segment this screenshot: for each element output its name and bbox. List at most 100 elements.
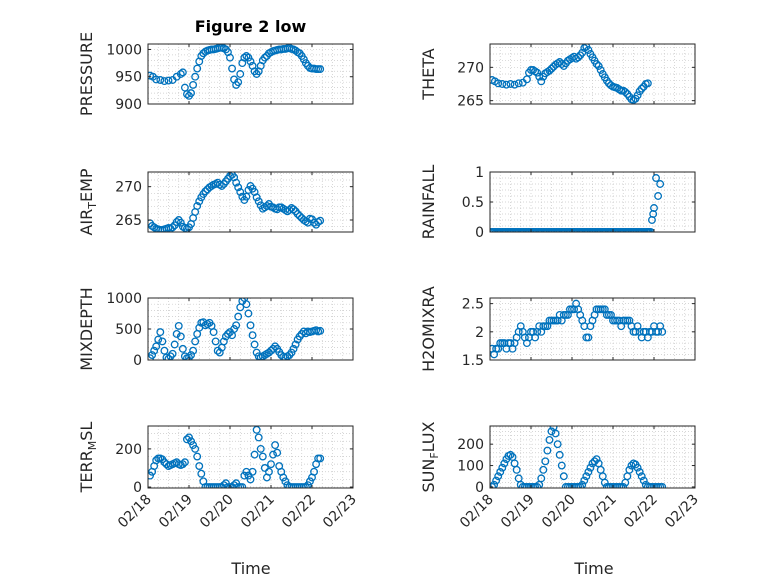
data-point: [643, 79, 652, 88]
data-point: [172, 330, 181, 338]
data-point: [498, 463, 507, 472]
data-point: [238, 483, 247, 488]
data-point: [182, 90, 191, 99]
data-point: [547, 64, 556, 73]
y-axis-label-h2omixra: H2OMIXRA: [419, 286, 438, 372]
data-point: [193, 452, 202, 461]
data-point: [590, 457, 599, 466]
data-point: [584, 333, 593, 342]
data-point: [316, 65, 325, 74]
x-axis-label-left: Time: [230, 559, 270, 578]
data-point: [236, 70, 245, 78]
y-tick-label: 1000: [106, 291, 142, 307]
data-point: [506, 80, 515, 88]
data-point: [156, 328, 165, 337]
y-tick-label: 265: [457, 94, 484, 110]
data-point: [494, 472, 503, 481]
data-point: [187, 89, 195, 98]
y-tick-label: 0: [133, 480, 142, 496]
y-tick-label: 200: [115, 442, 142, 458]
data-point: [289, 344, 298, 353]
data-point: [639, 476, 648, 485]
data-point: [240, 53, 249, 62]
axes-box-theta: [489, 43, 696, 105]
data-point: [193, 64, 202, 73]
data-point: [492, 476, 501, 485]
data-point: [306, 477, 314, 486]
data-point: [271, 441, 280, 450]
data-point: [178, 344, 187, 353]
data-point: [176, 218, 185, 227]
data-point: [496, 468, 505, 476]
data-point: [172, 218, 181, 226]
data-point: [178, 68, 187, 77]
data-point: [254, 433, 263, 442]
axes-box-terrmsl: [147, 425, 354, 489]
data-point: [223, 330, 232, 338]
x-axis-label-right: Time: [573, 559, 613, 578]
data-point: [176, 332, 185, 341]
data-point: [228, 64, 236, 73]
y-tick-label: 265: [115, 213, 142, 229]
y-axis-label-theta: THETA: [419, 48, 438, 100]
data-point: [637, 84, 646, 93]
data-point: [541, 457, 550, 466]
data-point: [248, 467, 257, 476]
data-point: [236, 188, 245, 196]
data-point: [176, 70, 185, 78]
data-point: [189, 346, 198, 355]
y-axis-label-rainfall: RAINFALL: [419, 165, 438, 240]
data-point: [637, 472, 646, 481]
data-point: [201, 187, 210, 196]
series-h2omixra: [490, 299, 667, 359]
panel-rainfall: 0 0.5 1 RAINFALL: [419, 165, 696, 241]
data-point: [592, 60, 601, 68]
y-tick-label: 270: [115, 180, 142, 196]
data-point: [191, 337, 200, 346]
data-point: [619, 482, 628, 488]
data-point: [232, 178, 241, 187]
data-point: [164, 76, 173, 85]
data-point: [625, 465, 634, 474]
data-point: [154, 335, 163, 344]
grid-rainfall: [489, 171, 696, 233]
data-point: [187, 437, 195, 446]
data-point: [633, 91, 642, 100]
y-tick-label: 1.5: [462, 353, 484, 369]
data-point: [232, 321, 241, 330]
data-point: [654, 192, 663, 200]
data-point: [510, 80, 519, 89]
y-tick-label: 0: [475, 225, 484, 241]
data-point: [189, 441, 198, 450]
data-point: [252, 193, 261, 202]
data-point: [533, 482, 542, 488]
data-point: [514, 79, 523, 88]
data-point: [242, 52, 251, 60]
data-point: [226, 53, 234, 62]
y-axis-label-sunflux: SUNFLUX: [419, 421, 441, 492]
data-point: [506, 450, 515, 459]
y-tick-label: 1: [475, 165, 484, 181]
chart-title: Figure 2 low: [195, 17, 307, 36]
data-point: [191, 444, 200, 453]
series-theta: [490, 44, 652, 104]
data-point: [555, 450, 564, 459]
axes-box-h2omixra: [489, 297, 696, 361]
data-point: [310, 467, 318, 476]
data-point: [269, 450, 277, 459]
data-point: [545, 66, 554, 75]
y-tick-label: 1000: [106, 42, 142, 58]
data-point: [209, 328, 218, 337]
data-point: [490, 482, 496, 488]
data-point: [547, 427, 556, 436]
data-point: [559, 472, 568, 481]
data-point: [248, 331, 257, 340]
data-point: [246, 475, 255, 484]
data-point: [500, 459, 509, 468]
axes-box-airtemp: [147, 171, 354, 233]
data-point: [557, 60, 566, 68]
data-point: [244, 53, 253, 62]
data-point: [596, 66, 605, 74]
y-tick-label: 2: [475, 325, 484, 341]
